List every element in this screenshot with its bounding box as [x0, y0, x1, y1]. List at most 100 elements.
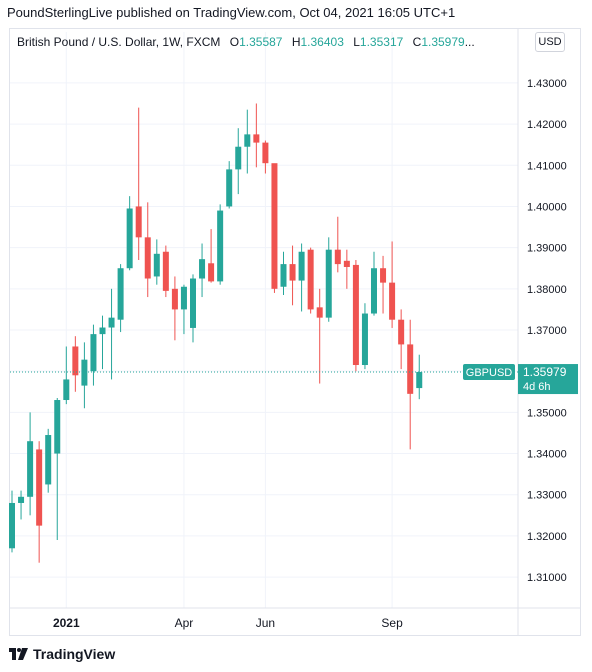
candle-body: [63, 379, 70, 401]
candle[interactable]: [126, 196, 133, 271]
candle[interactable]: [63, 346, 70, 405]
candle-body: [398, 319, 405, 345]
candle[interactable]: [352, 259, 359, 372]
candle-body: [407, 344, 414, 394]
candle-body: [208, 263, 215, 282]
y-tick-label: 1.39000: [527, 243, 567, 255]
candle[interactable]: [226, 161, 233, 209]
legend-more[interactable]: ...: [464, 35, 475, 49]
candle[interactable]: [262, 140, 269, 174]
chart-legend: British Pound / U.S. Dollar, 1W, FXCM O1…: [17, 35, 475, 49]
candle[interactable]: [190, 274, 196, 343]
y-tick-label: 1.41000: [527, 160, 567, 172]
candle-body: [253, 134, 260, 143]
candle[interactable]: [108, 288, 115, 380]
candle[interactable]: [280, 251, 287, 295]
y-tick-label: 1.35000: [527, 407, 567, 419]
candle[interactable]: [380, 255, 387, 314]
y-tick-label: 1.34000: [527, 449, 567, 461]
candle[interactable]: [208, 229, 215, 283]
candle-body: [244, 134, 251, 147]
candle[interactable]: [235, 128, 242, 195]
candle[interactable]: [217, 204, 224, 285]
candle-body: [81, 359, 88, 386]
candle[interactable]: [135, 107, 142, 260]
candle-body: [18, 496, 25, 503]
candle[interactable]: [81, 342, 88, 409]
candle-body: [380, 268, 387, 283]
candle-body: [298, 251, 305, 281]
currency-button[interactable]: USD: [535, 32, 565, 52]
legend-high-label: H: [291, 35, 301, 49]
candle-body: [9, 502, 15, 549]
candle[interactable]: [99, 315, 106, 370]
legend-close-value: 1.35979: [421, 35, 465, 49]
grid: [10, 32, 518, 608]
candle[interactable]: [153, 239, 160, 285]
candle-body: [126, 208, 133, 269]
candle[interactable]: [18, 490, 25, 520]
x-tick-label: Sep: [381, 616, 403, 630]
candle[interactable]: [45, 428, 52, 493]
candle-body: [144, 237, 151, 279]
chart-frame: [9, 28, 581, 636]
legend-open-value: 1.35587: [239, 35, 283, 49]
candle[interactable]: [117, 264, 124, 333]
legend-symbol: British Pound / U.S. Dollar, 1W, FXCM: [17, 35, 221, 49]
candle-body: [334, 249, 341, 265]
tradingview-brand[interactable]: TradingView: [9, 646, 115, 662]
candle[interactable]: [416, 354, 423, 400]
candle[interactable]: [72, 336, 79, 392]
legend-open-label: O: [229, 35, 240, 49]
candle[interactable]: [244, 109, 251, 174]
candle[interactable]: [334, 216, 341, 273]
candle-body: [352, 264, 359, 366]
candle[interactable]: [307, 247, 314, 314]
candle[interactable]: [27, 412, 34, 516]
price-tag: GBPUSD 1.35979 4d 6h: [10, 364, 578, 395]
candle[interactable]: [199, 243, 206, 298]
legend-low-value: 1.35317: [359, 35, 404, 49]
candle-body: [235, 146, 242, 170]
candle[interactable]: [271, 163, 278, 293]
candle[interactable]: [253, 103, 260, 168]
candle[interactable]: [36, 441, 43, 563]
candle-body: [280, 264, 287, 287]
candle-body: [27, 441, 34, 497]
candle[interactable]: [298, 243, 305, 312]
candle[interactable]: [289, 245, 296, 306]
x-tick-label: 2021: [53, 616, 80, 630]
symbol-tag-label: GBPUSD: [466, 367, 513, 379]
candle[interactable]: [90, 324, 97, 386]
candle[interactable]: [54, 397, 61, 541]
brand-name: TradingView: [33, 646, 116, 662]
candle[interactable]: [325, 237, 332, 322]
symbol-tag: [463, 364, 515, 381]
y-tick-label: 1.32000: [527, 531, 567, 543]
candle-body: [117, 268, 124, 320]
tradingview-logo-icon: [9, 648, 28, 660]
candle-body: [325, 249, 332, 318]
candle-body: [307, 249, 314, 310]
candle[interactable]: [361, 303, 368, 370]
candle[interactable]: [407, 319, 414, 450]
candle[interactable]: [398, 309, 405, 370]
y-tick-label: 1.33000: [527, 490, 567, 502]
candle[interactable]: [144, 202, 151, 298]
candle[interactable]: [316, 288, 323, 384]
candle-body: [389, 282, 396, 320]
candle[interactable]: [180, 284, 187, 335]
candle[interactable]: [389, 241, 396, 328]
candle[interactable]: [9, 490, 15, 553]
candle[interactable]: [162, 245, 169, 298]
candle-body: [90, 334, 97, 372]
candle[interactable]: [371, 251, 377, 316]
candle[interactable]: [343, 249, 350, 289]
candle-body: [271, 163, 278, 289]
candle[interactable]: [171, 276, 178, 341]
y-tick-label: 1.38000: [527, 284, 567, 296]
price-tag-countdown: 4d 6h: [523, 381, 551, 393]
axes: 1.310001.320001.330001.340001.350001.360…: [10, 29, 581, 636]
candle-body: [45, 435, 52, 485]
